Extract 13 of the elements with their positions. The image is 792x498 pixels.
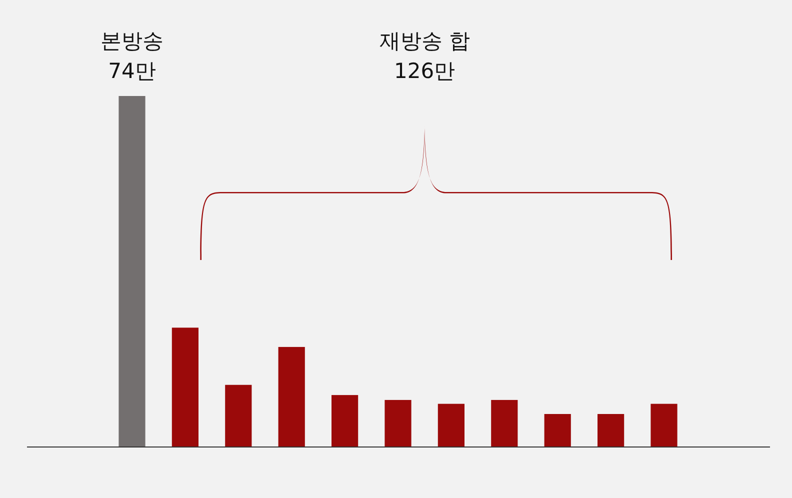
bar <box>491 400 518 447</box>
bar <box>598 414 624 447</box>
text: 재방송 합 126만 <box>379 29 470 83</box>
bar <box>650 404 678 447</box>
bar <box>544 414 571 447</box>
bar <box>384 400 412 447</box>
text: 본방송 74만 <box>100 29 164 83</box>
bar <box>172 328 198 447</box>
bar <box>332 395 358 447</box>
bar <box>438 404 464 447</box>
bar <box>225 384 252 447</box>
bar <box>278 346 305 447</box>
bar <box>118 96 146 447</box>
